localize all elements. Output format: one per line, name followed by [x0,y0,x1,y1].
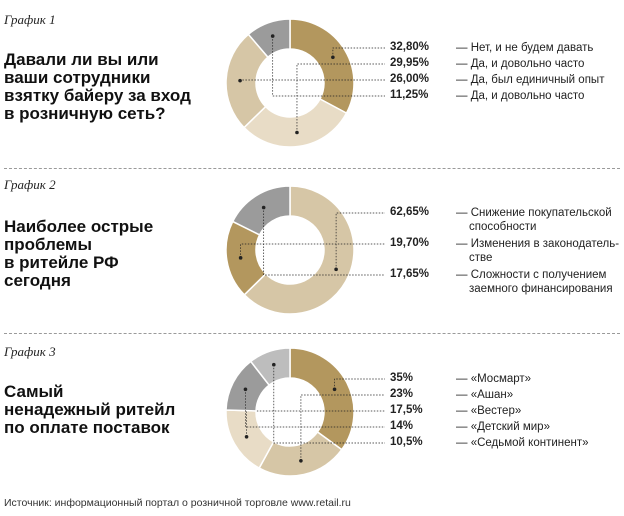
legend-label-line: — Изменения в законодатель- [456,238,620,250]
legend-label: — Снижение покупательской способности [456,206,624,234]
donut-slice [289,18,355,115]
chart-title-line: по оплате поставок [4,418,170,437]
legend-percent: 35% [390,372,414,384]
chart-title-line: ваши сотрудники [4,68,151,87]
leader-line [245,389,385,428]
leader-line [332,47,385,58]
leader-line [246,410,385,437]
donut-slice [249,347,291,387]
chart-label: График 3 [4,344,56,359]
legend-label: — «Ашан» [456,388,624,402]
leader-line [239,79,385,81]
legend-percent: 19,70% [390,237,430,249]
legend-percent: 10,5% [390,436,423,448]
legend-label-line: стве [469,252,493,264]
leader-dot [244,434,249,439]
legend-label: — «Вестер» [456,404,624,418]
legend-percent: 23% [390,388,414,400]
donut-slice [247,18,291,59]
separator-line [4,333,620,334]
chart-title-line: в ритейле РФ [4,253,119,272]
legend-label-line: — Да, и довольно часто [456,58,585,70]
leader-line [240,243,385,258]
legend-percent: 11,25% [390,89,429,101]
legend-label-line: — «Вестер» [456,405,522,417]
legend-label: — «Детский мир» [456,420,624,434]
chart-title-line: сегодня [4,271,71,290]
legend-percent: 17,65% [390,268,430,280]
leader-line [334,378,385,390]
chart-title-line: ненадежный ритейл [4,400,176,419]
legend-label-line: — «Детский мир» [456,421,550,433]
legend-label: — «Седьмой континент» [456,436,624,450]
legend-percent: 14% [390,420,414,432]
legend-label: — Сложности с получением заемного финанси… [456,268,624,296]
chart-title: Давали ли вы или ваши сотрудники взятку ба… [4,51,204,123]
donut-slice [243,185,355,315]
legend-label-line: — «Седьмой континент» [456,437,589,449]
legend-label-line: — Снижение покупательской [456,207,612,219]
leader-line [300,394,385,461]
chart-title-line: в розничную сеть? [4,104,166,123]
chart-title: Наиболее острые проблемы в ритейле РФ сегод… [4,218,204,290]
legend-label-line: способности [469,221,537,233]
legend-percent: 62,65% [390,206,430,218]
chart-title-line: Наиболее острые [4,217,154,236]
leader-line [263,207,385,276]
chart-label: График 2 [4,177,56,192]
legend-label-line: — Нет, и не будем давать [456,42,594,54]
chart-title: Самый ненадежный ритейл по оплате поставок [4,383,204,437]
legend-label: — «Мосмарт» [456,372,624,386]
leader-line [296,63,385,133]
legend-label-line: заемного финансирования [469,283,613,295]
leader-dot [334,267,338,272]
chart-title-line: взятку байеру за вход [4,86,191,105]
donut-slice [289,347,355,451]
legend-percent: 26,00% [390,73,430,85]
donut-slice [242,97,348,148]
legend-label: — Да, и довольно часто [456,57,624,71]
legend-label-line: — Да, был единичный опыт [456,74,605,86]
legend-percent: 32,80% [390,41,430,53]
legend-label-line: — Сложности с получением [456,269,607,281]
separator-line [4,168,620,169]
source-note: Источник: информационный портал о рознич… [4,497,351,509]
leader-line [273,364,385,444]
leader-line [335,212,385,270]
chart-label: График 1 [4,12,56,27]
legend-label-line: — «Ашан» [456,389,514,401]
legend-label-line: — Да, и довольно часто [456,90,585,102]
chart-title-line: проблемы [4,235,93,254]
legend-label-line: — «Мосмарт» [456,373,532,385]
legend-label: — Нет, и не будем давать [456,41,624,55]
legend-label: — Изменения в законодатель-стве [456,237,624,265]
chart-title-line: Давали ли вы или [4,50,159,69]
legend-percent: 17,5% [390,404,423,416]
legend-percent: 29,95% [390,57,430,69]
legend-label: — Да, был единичный опыт [456,73,624,87]
legend-label: — Да, и довольно часто [456,89,624,103]
donut-slice [231,185,291,236]
chart-title-line: Самый [4,382,64,401]
